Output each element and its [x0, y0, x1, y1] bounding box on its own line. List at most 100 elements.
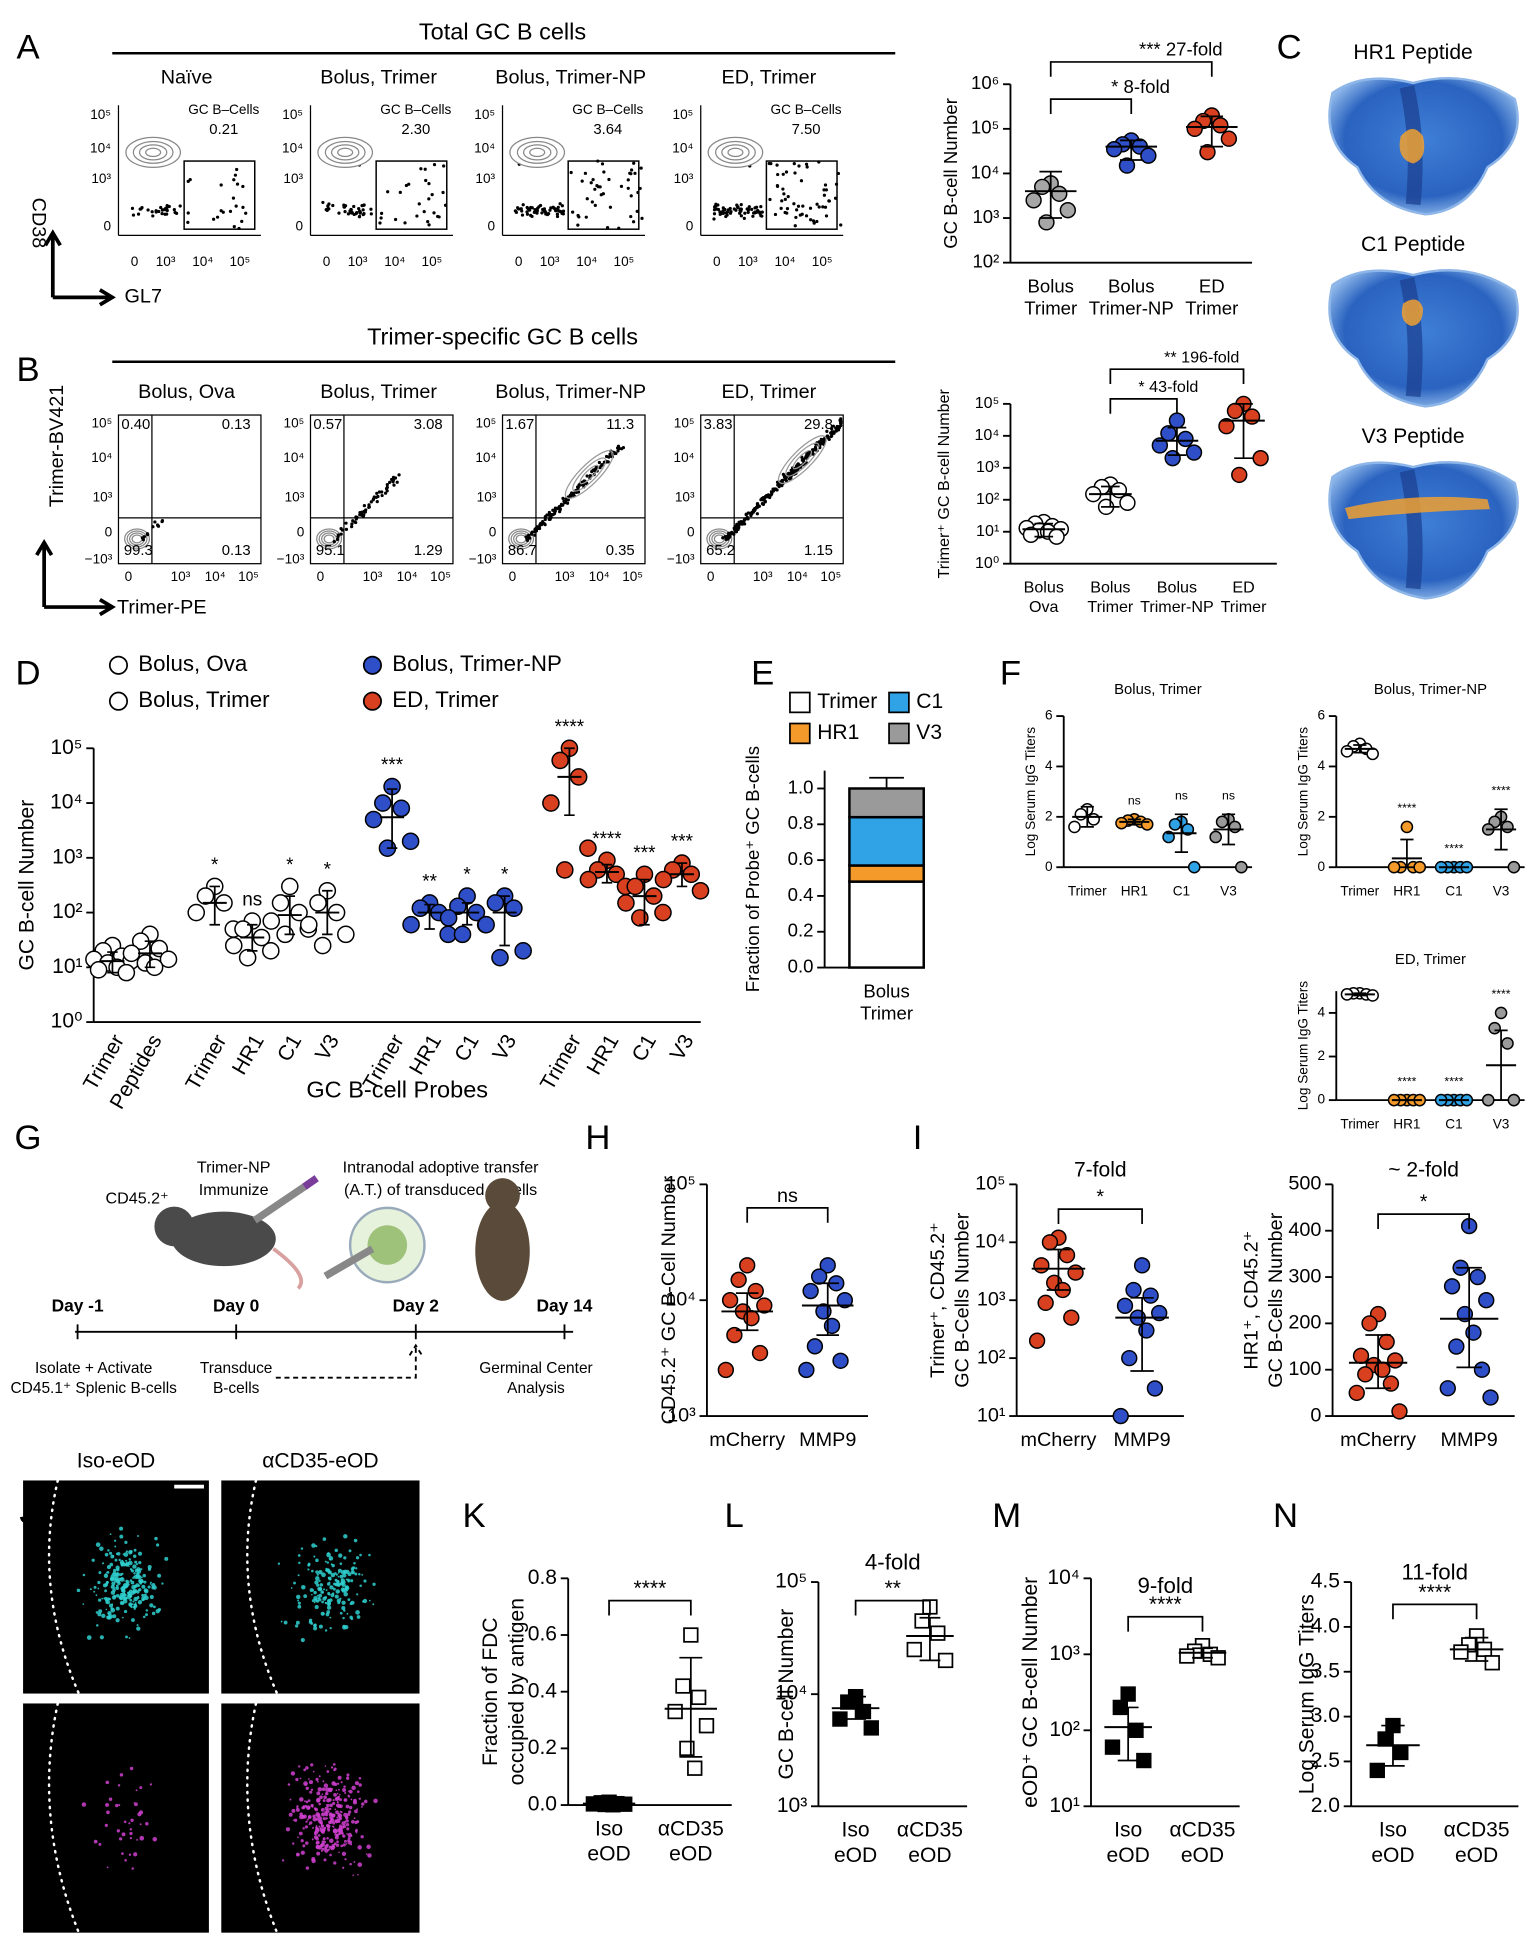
flow-tick-label: 10⁴	[397, 569, 418, 584]
event-dot	[350, 210, 354, 215]
event-dot	[727, 531, 731, 535]
fluorescence-spot	[356, 1615, 361, 1619]
fluorescence-spot	[331, 1563, 335, 1568]
fluorescence-spot	[143, 1580, 147, 1584]
error-bar	[461, 902, 473, 926]
fluorescence-spot	[295, 1594, 301, 1600]
label: Intranodal adoptive transfer	[343, 1159, 540, 1177]
event-dot	[734, 208, 738, 212]
fluorescence-spot	[317, 1586, 322, 1592]
fluorescence-spot	[307, 1815, 312, 1819]
error-bar	[919, 1616, 941, 1662]
bracket-label: *	[1096, 1186, 1104, 1208]
fluorescence-spot	[343, 1798, 348, 1802]
chart-title: 4-fold	[865, 1549, 921, 1574]
event-dot	[830, 427, 834, 431]
event-dot	[547, 513, 551, 517]
fluorescence-spot	[312, 1770, 315, 1773]
data-point	[687, 1760, 703, 1776]
fluorescence-spot	[340, 1569, 346, 1575]
data-point	[1215, 815, 1229, 829]
data-point	[1387, 1352, 1404, 1369]
y-tick-label: 10⁵	[975, 394, 1000, 412]
fluorescence-spot	[89, 1588, 92, 1591]
x-tick-label: αCD35	[897, 1819, 963, 1842]
fluorescence-spot	[290, 1771, 296, 1776]
event-dot	[800, 458, 804, 462]
fluorescence-spot	[324, 1848, 329, 1853]
fluorescence-spot	[280, 1620, 283, 1623]
data-point	[1443, 1278, 1461, 1295]
flow-tick-label: 10⁵	[476, 415, 497, 430]
event-dot	[562, 499, 566, 503]
y-tick-label: 10⁵	[971, 117, 999, 138]
fluorescence-spot	[115, 1586, 118, 1589]
fluorescence-spot	[128, 1558, 131, 1561]
label: B-cells	[213, 1380, 260, 1397]
legend-marker	[108, 655, 129, 675]
fluorescence-spot	[133, 1575, 136, 1578]
flow-tick-label: 10³	[674, 171, 694, 186]
data-point	[579, 839, 597, 857]
event-dot	[783, 477, 787, 482]
contour	[337, 147, 354, 158]
fluorescence-spot	[106, 1615, 112, 1620]
contour	[316, 528, 343, 550]
data-point	[1121, 1349, 1138, 1367]
x-tick-label: eOD	[908, 1844, 951, 1867]
fluorescence-spot	[319, 1583, 324, 1587]
data-point	[1501, 1037, 1514, 1050]
bracket-label: ** 196-fold	[1164, 348, 1239, 366]
flow-tick-label: 10⁵	[812, 254, 833, 269]
data-point	[698, 1718, 715, 1734]
fluorescence-spot	[121, 1594, 124, 1597]
data-point	[1022, 526, 1040, 544]
event-dot	[517, 207, 521, 211]
fluorescence-spot	[136, 1838, 139, 1841]
fluorescence-spot	[142, 1573, 147, 1578]
x-tick-label: Trimer	[860, 1003, 913, 1024]
y-tick-label: 10⁵	[975, 1173, 1005, 1195]
event-dot	[776, 483, 780, 487]
event-dot	[639, 166, 643, 170]
fluorescence-spot	[97, 1580, 101, 1585]
fluorescence-spot	[329, 1813, 332, 1816]
fluorescence-spot	[107, 1612, 110, 1615]
event-dot	[839, 223, 843, 227]
fluorescence-spot	[318, 1569, 323, 1575]
event-dot	[825, 434, 829, 439]
fluorescence-spot	[310, 1763, 314, 1767]
fluorescence-spot	[335, 1789, 338, 1792]
bar-segment	[848, 864, 925, 883]
fluorescence-spot	[304, 1804, 308, 1808]
quadrant-value: 0.13	[222, 543, 251, 559]
fluorescence-spot	[283, 1620, 288, 1625]
contour	[529, 147, 546, 158]
y-tick-label: 10²	[972, 251, 999, 272]
fluorescence-spot	[120, 1588, 126, 1593]
event-dot	[551, 205, 555, 209]
data-point	[392, 799, 411, 818]
flow-tick-label: 0	[488, 218, 496, 233]
fluorescence-spot	[328, 1807, 332, 1811]
fluorescence-spot	[317, 1834, 321, 1837]
event-dot	[543, 517, 547, 522]
data-point	[1226, 402, 1244, 420]
fluorescence-spot	[131, 1867, 134, 1870]
fluorescence-spot	[123, 1609, 128, 1614]
data-point	[1028, 1332, 1046, 1349]
error-bar	[1127, 818, 1141, 826]
flow-tick-label: 10⁵	[430, 569, 451, 584]
fluorescence-spot	[110, 1607, 114, 1611]
fluorescence-spot	[115, 1584, 119, 1588]
fluorescence-spot	[112, 1554, 115, 1557]
event-dot	[590, 470, 594, 474]
data-point	[1187, 860, 1201, 874]
data-point	[477, 915, 495, 934]
y-tick-label: 0	[1310, 1404, 1321, 1426]
fluorescence-spot	[121, 1572, 124, 1576]
data-point	[717, 1361, 735, 1379]
data-point	[914, 1613, 930, 1629]
fluorescence-spot	[130, 1590, 135, 1595]
fluorescence-spot	[124, 1859, 127, 1862]
